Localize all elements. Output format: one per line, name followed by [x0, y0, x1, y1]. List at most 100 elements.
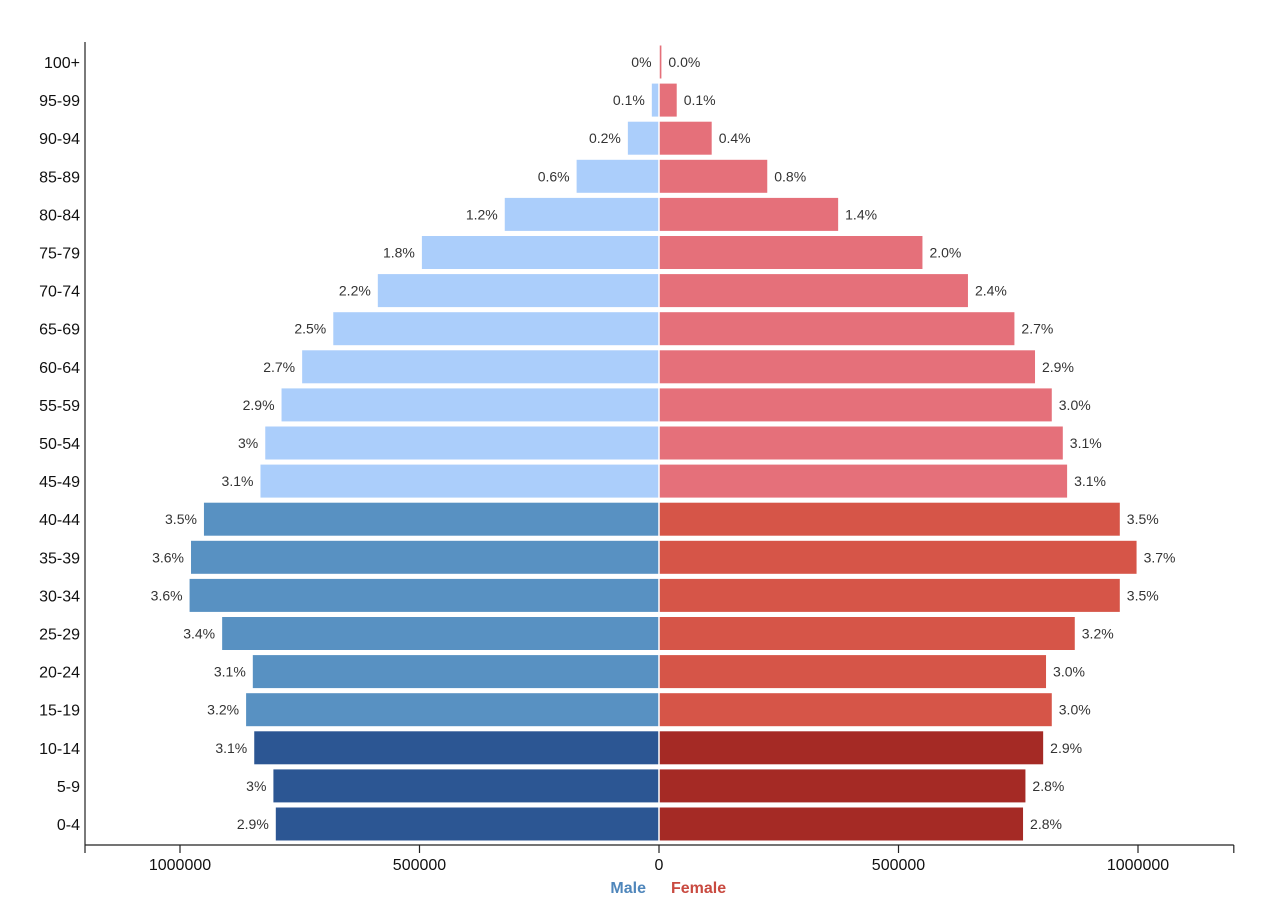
male-pct-label-65-69: 2.5%: [294, 321, 326, 337]
male-bar-80-84: [504, 197, 659, 231]
female-bar-35-39: [659, 540, 1137, 574]
male-bar-90-94: [627, 121, 659, 155]
female-pct-label-80-84: 1.4%: [845, 206, 877, 222]
male-bar-25-29: [222, 617, 660, 650]
female-pct-label-20-24: 3.0%: [1053, 664, 1085, 680]
legend-female: Female: [671, 880, 726, 897]
male-bar-5-9: [273, 769, 659, 803]
male-bar-45-49: [260, 464, 659, 498]
female-pct-label-35-39: 3.7%: [1144, 549, 1176, 565]
male-pct-label-20-24: 3.1%: [214, 664, 246, 680]
female-pct-label-45-49: 3.1%: [1074, 473, 1106, 489]
male-pct-label-55-59: 2.9%: [243, 397, 275, 413]
male-bar-30-34: [189, 578, 659, 612]
x-tick-label-3: 500000: [872, 857, 925, 874]
female-bar-100+: [659, 45, 662, 79]
female-bar-60-64: [659, 350, 1036, 384]
age-label-25-29: 25-29: [39, 627, 80, 644]
male-bar-75-79: [421, 236, 659, 269]
age-label-85-89: 85-89: [39, 169, 80, 186]
female-pct-label-55-59: 3.0%: [1059, 397, 1091, 413]
female-bar-85-89: [659, 159, 768, 193]
male-pct-label-50-54: 3%: [238, 435, 258, 451]
female-bar-10-14: [659, 731, 1044, 765]
male-bar-65-69: [333, 312, 659, 346]
axes: 1000000 500000 0 500000 1000000: [84, 42, 1235, 874]
age-label-95-99: 95-99: [39, 93, 80, 110]
male-pct-label-5-9: 3%: [246, 778, 266, 794]
female-bar-15-19: [659, 693, 1052, 727]
female-pct-label-70-74: 2.4%: [975, 283, 1007, 299]
male-bar-85-89: [576, 159, 659, 193]
male-pct-label-30-34: 3.6%: [151, 587, 183, 603]
male-bar-95-99: [651, 83, 659, 117]
male-bar-55-59: [281, 388, 659, 422]
female-bar-45-49: [659, 464, 1068, 498]
male-bar-50-54: [265, 426, 659, 460]
age-label-15-19: 15-19: [39, 703, 80, 720]
age-label-75-79: 75-79: [39, 246, 80, 263]
female-pct-label-5-9: 2.8%: [1032, 778, 1064, 794]
female-pct-label-65-69: 2.7%: [1021, 321, 1053, 337]
male-bar-40-44: [203, 502, 659, 536]
male-bar-15-19: [246, 693, 660, 727]
male-bar-35-39: [191, 540, 659, 574]
male-pct-label-100+: 0%: [631, 54, 651, 70]
female-pct-label-25-29: 3.2%: [1082, 626, 1114, 642]
female-bar-80-84: [659, 197, 839, 231]
male-pct-label-45-49: 3.1%: [222, 473, 254, 489]
male-bar-0-4: [275, 807, 659, 841]
x-tick-label-4: 1000000: [1107, 857, 1169, 874]
female-bar-70-74: [659, 274, 968, 308]
male-pct-label-40-44: 3.5%: [165, 511, 197, 527]
age-label-100+: 100+: [44, 55, 80, 72]
x-tick-label-2: 0: [655, 857, 664, 874]
male-pct-label-80-84: 1.2%: [466, 206, 498, 222]
female-bar-75-79: [659, 236, 923, 269]
male-bars: [189, 45, 660, 841]
age-label-20-24: 20-24: [39, 665, 80, 682]
x-tick-label-1: 500000: [393, 857, 446, 874]
age-label-55-59: 55-59: [39, 398, 80, 415]
age-label-45-49: 45-49: [39, 474, 80, 491]
age-label-35-39: 35-39: [39, 550, 80, 567]
legend: Male Female: [610, 880, 726, 897]
male-pct-label-0-4: 2.9%: [237, 816, 269, 832]
male-pct-label-75-79: 1.8%: [383, 245, 415, 261]
male-pct-label-15-19: 3.2%: [207, 702, 239, 718]
male-pct-label-35-39: 3.6%: [152, 549, 184, 565]
female-pct-label-50-54: 3.1%: [1070, 435, 1102, 451]
age-label-10-14: 10-14: [39, 741, 80, 758]
female-bar-65-69: [659, 312, 1015, 346]
age-label-0-4: 0-4: [57, 817, 80, 834]
age-label-65-69: 65-69: [39, 322, 80, 339]
female-pct-label-30-34: 3.5%: [1127, 587, 1159, 603]
female-pct-label-60-64: 2.9%: [1042, 359, 1074, 375]
female-bar-25-29: [659, 617, 1075, 650]
female-pct-label-95-99: 0.1%: [684, 92, 716, 108]
male-pct-label-70-74: 2.2%: [339, 283, 371, 299]
female-pct-label-75-79: 2.0%: [929, 245, 961, 261]
female-bar-55-59: [659, 388, 1052, 422]
female-pct-label-10-14: 2.9%: [1050, 740, 1082, 756]
male-bar-20-24: [252, 655, 660, 689]
female-bar-0-4: [659, 807, 1024, 841]
female-bar-95-99: [659, 83, 677, 117]
age-label-80-84: 80-84: [39, 207, 80, 224]
female-bar-50-54: [659, 426, 1063, 460]
age-label-40-44: 40-44: [39, 512, 80, 529]
female-bar-5-9: [659, 769, 1026, 803]
age-label-70-74: 70-74: [39, 284, 80, 301]
age-label-30-34: 30-34: [39, 588, 80, 605]
male-bar-70-74: [377, 274, 659, 308]
age-label-60-64: 60-64: [39, 360, 80, 377]
male-pct-label-25-29: 3.4%: [183, 626, 215, 642]
female-pct-label-100+: 0.0%: [668, 54, 700, 70]
legend-male: Male: [610, 880, 646, 897]
female-pct-label-85-89: 0.8%: [774, 168, 806, 184]
male-pct-label-95-99: 0.1%: [613, 92, 645, 108]
age-label-5-9: 5-9: [57, 779, 80, 796]
female-bar-20-24: [659, 655, 1047, 689]
male-bar-10-14: [254, 731, 659, 765]
x-tick-label-0: 1000000: [149, 857, 211, 874]
